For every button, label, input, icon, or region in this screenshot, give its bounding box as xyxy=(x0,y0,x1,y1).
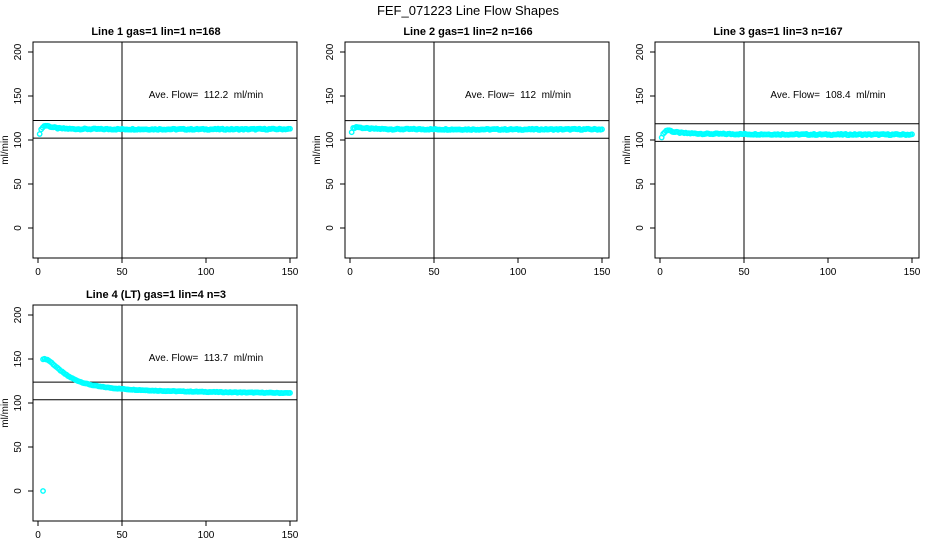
data-point xyxy=(36,131,43,137)
svg-text:0: 0 xyxy=(635,225,646,231)
panel-title: Line 1 gas=1 lin=1 n=168 xyxy=(91,26,221,38)
svg-text:ml/min: ml/min xyxy=(0,398,11,427)
svg-text:ml/min: ml/min xyxy=(312,135,323,164)
svg-text:100: 100 xyxy=(198,267,215,278)
plot-svg-line-1: 0 50 100 150 0 50 100 150 200 ml/min xyxy=(0,41,299,278)
panel-title: Line 4 (LT) gas=1 lin=4 n=3 xyxy=(85,289,227,301)
svg-text:150: 150 xyxy=(282,267,299,278)
svg-text:100: 100 xyxy=(198,530,215,540)
panel-title: Line 3 gas=1 lin=3 n=167 xyxy=(713,26,843,38)
svg-text:150: 150 xyxy=(904,267,921,278)
ave-flow-annotation: Ave. Flow= 112.2 ml/min xyxy=(148,90,264,101)
svg-text:ml/min: ml/min xyxy=(622,135,633,164)
svg-text:100: 100 xyxy=(325,131,336,148)
svg-text:100: 100 xyxy=(13,131,24,148)
svg-text:150: 150 xyxy=(13,87,24,104)
svg-text:50: 50 xyxy=(116,267,128,278)
ave-flow-annotation: Ave. Flow= 112 ml/min xyxy=(464,90,572,101)
main-title: FEF_071223 Line Flow Shapes xyxy=(376,3,560,18)
panel-line-1: Line 1 gas=1 lin=1 n=168 Ave. Flow= 112.… xyxy=(0,20,312,284)
svg-text:200: 200 xyxy=(13,306,24,323)
svg-text:50: 50 xyxy=(635,178,646,190)
data-point xyxy=(909,131,915,138)
svg-text:ml/min: ml/min xyxy=(0,135,11,164)
outlier-point xyxy=(40,488,46,494)
svg-text:100: 100 xyxy=(820,267,837,278)
ave-flow-annotation: Ave. Flow= 113.7 ml/min xyxy=(148,353,264,364)
svg-text:50: 50 xyxy=(13,178,24,190)
svg-text:0: 0 xyxy=(13,225,24,231)
svg-text:50: 50 xyxy=(325,178,336,190)
svg-text:200: 200 xyxy=(325,43,336,60)
svg-text:0: 0 xyxy=(13,488,24,494)
svg-text:50: 50 xyxy=(738,267,750,278)
plot-svg-line-3: 0 50 100 150 0 50 100 150 200 ml/min xyxy=(622,41,921,278)
svg-text:150: 150 xyxy=(325,87,336,104)
svg-text:150: 150 xyxy=(13,350,24,367)
plot-svg-line-4: 0 50 100 150 0 50 100 150 200 ml/min xyxy=(0,304,299,540)
svg-text:50: 50 xyxy=(13,441,24,453)
svg-text:50: 50 xyxy=(428,267,440,278)
svg-text:0: 0 xyxy=(325,225,336,231)
svg-text:0: 0 xyxy=(347,267,353,278)
panel-line-3: Line 3 gas=1 lin=3 n=167 Ave. Flow= 108.… xyxy=(622,20,934,284)
svg-text:150: 150 xyxy=(635,87,646,104)
svg-text:0: 0 xyxy=(657,267,663,278)
svg-text:200: 200 xyxy=(13,43,24,60)
svg-text:100: 100 xyxy=(13,394,24,411)
panel-line-2: Line 2 gas=1 lin=2 n=166 Ave. Flow= 112 … xyxy=(312,20,624,284)
svg-text:100: 100 xyxy=(635,131,646,148)
svg-text:150: 150 xyxy=(282,530,299,540)
ave-flow-annotation: Ave. Flow= 108.4 ml/min xyxy=(770,90,886,101)
panel-line-4: Line 4 (LT) gas=1 lin=4 n=3 Ave. Flow= 1… xyxy=(0,283,312,540)
data-point xyxy=(287,125,293,132)
plot-svg-line-2: 0 50 100 150 0 50 100 150 200 ml/min xyxy=(312,41,611,278)
panel-title: Line 2 gas=1 lin=2 n=166 xyxy=(403,26,533,38)
svg-text:150: 150 xyxy=(594,267,611,278)
data-point xyxy=(599,126,605,133)
svg-text:200: 200 xyxy=(635,43,646,60)
svg-text:0: 0 xyxy=(35,530,41,540)
svg-text:0: 0 xyxy=(35,267,41,278)
svg-text:100: 100 xyxy=(510,267,527,278)
data-point xyxy=(287,390,293,396)
svg-text:50: 50 xyxy=(116,530,128,540)
